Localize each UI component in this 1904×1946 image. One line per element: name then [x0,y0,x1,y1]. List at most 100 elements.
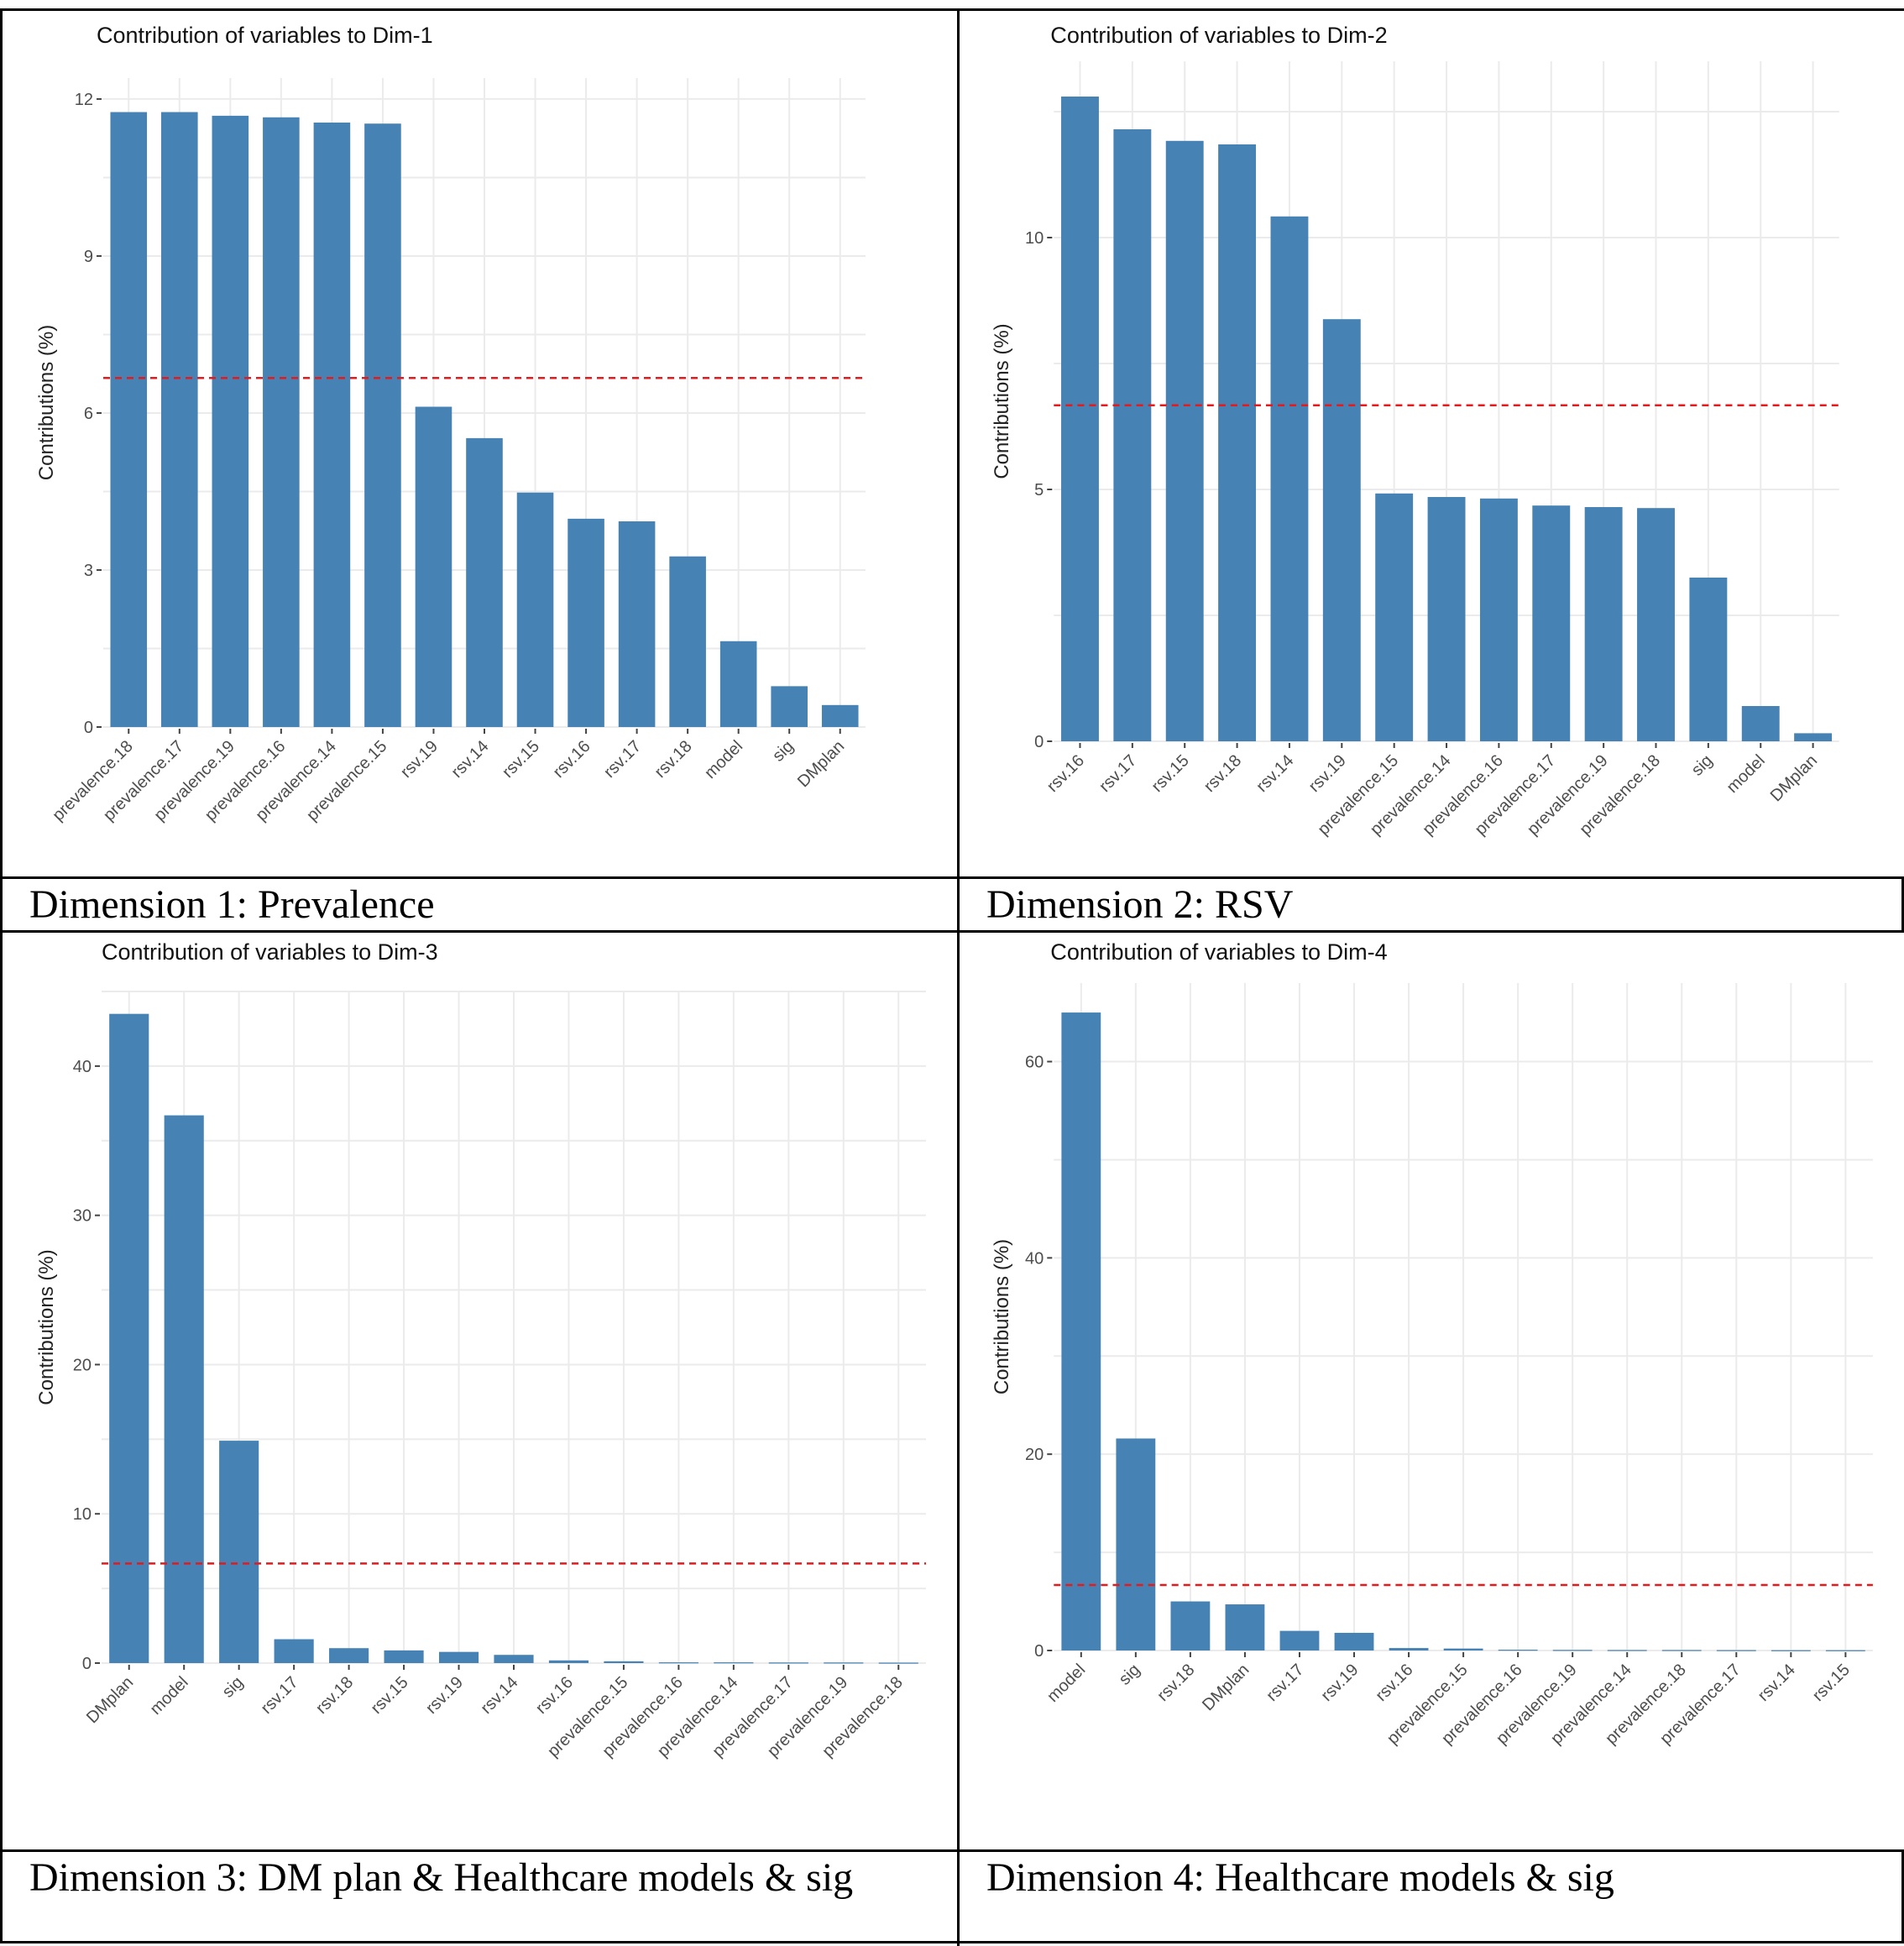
y-tick-label: 6 [84,405,93,423]
chart-title: Contribution of variables to Dim-2 [1050,23,1387,48]
x-tick-label: DMplan [1199,1661,1253,1714]
figure-grid: Contribution of variables to Dim-1 0 3 6 9 12… [0,8,1904,1946]
x-tick-label: rsv.16 [532,1673,577,1718]
bar-prevalence.16 [1479,498,1518,741]
bar-rsv.19 [415,406,452,727]
x-tick-label: rsv.18 [1153,1661,1198,1705]
x-tick-label: rsv.19 [1305,751,1350,796]
x-tick-label: rsv.16 [550,737,594,782]
bar-prevalence.18 [110,112,148,728]
bar-prevalence.19 [212,115,249,727]
x-tick-label: rsv.18 [312,1673,357,1718]
bar-prevalence.18 [878,1662,918,1664]
x-tick-label: DMplan [83,1673,137,1727]
chart-panel-dim-1: Contribution of variables to Dim-1 0 3 6 9 12… [3,11,960,879]
bar-sig [1689,578,1728,741]
caption-dim-4: Dimension 4: Healthcare models & sig [986,1855,1614,1900]
bar-model [719,641,757,727]
bar-rsv.14 [1771,1650,1811,1651]
bar-rsv.18 [669,556,706,727]
chart-dim-3: Contribution of variables to Dim-3 0 10 20 3… [35,939,926,1760]
x-tick-label: rsv.15 [1809,1661,1854,1705]
y-axis-title: Contributions (%) [991,1239,1013,1394]
x-tick-label: rsv.14 [1755,1661,1799,1705]
bar-rsv.15 [1825,1650,1865,1651]
x-tick-label: model [147,1673,192,1718]
chart-panel-dim-3: Contribution of variables to Dim-3 0 10 20 3… [3,933,960,1852]
caption-dim-1: Dimension 1: Prevalence [3,879,960,933]
bar-rsv.17 [1113,129,1152,741]
bar-rsv.14 [1270,216,1309,741]
bar-rsv.16 [548,1660,589,1663]
bar-sig [219,1441,259,1663]
caption-dim-2: Dimension 2: RSV [960,879,1904,933]
x-tick-label: rsv.14 [1253,751,1297,796]
bar-rsv.19 [438,1651,479,1663]
bar-rsv.17 [1279,1630,1320,1650]
x-tick-label: rsv.17 [600,737,645,782]
x-tick-label: rsv.19 [1317,1661,1362,1705]
y-tick-label: 5 [1034,481,1044,500]
bar-prevalence.16 [658,1662,698,1664]
bar-prevalence.17 [1532,505,1571,741]
x-tick-label: rsv.15 [499,737,543,782]
caption-dim-3: Dimension 3: DM plan & Healthcare models… [3,1852,960,1946]
bar-model [164,1115,204,1663]
y-tick-label: 20 [1025,1446,1044,1464]
bar-rsv.19 [1322,319,1361,741]
y-tick-label: 0 [82,1655,92,1673]
bar-prevalence.17 [1716,1650,1756,1651]
bar-model [1061,1012,1101,1650]
x-tick-label: DMplan [1767,751,1821,805]
bar-DMplan [1794,733,1833,741]
bar-rsv.17 [274,1639,314,1663]
chart-title: Contribution of variables to Dim-1 [97,23,433,48]
bar-rsv.16 [568,518,604,727]
bar-rsv.15 [1165,140,1204,742]
chart-dim-2: Contribution of variables to Dim-2 0 5 10 Co… [991,23,1839,839]
bar-rsv.14 [466,437,503,727]
bar-rsv.18 [1170,1601,1211,1650]
x-tick-label: model [1724,751,1769,797]
x-tick-label: rsv.14 [478,1673,522,1718]
chart-panel-dim-4: Contribution of variables to Dim-4 0 20 40 6… [960,933,1904,1852]
bar-prevalence.19 [1584,507,1623,741]
y-tick-label: 30 [73,1207,92,1226]
x-tick-label: rsv.19 [397,737,442,782]
chart-dim-4: Contribution of variables to Dim-4 0 20 40 6… [991,939,1873,1748]
chart-panel-dim-2: Contribution of variables to Dim-2 0 5 10 Co… [960,11,1904,879]
x-tick-label: sig [219,1673,248,1702]
x-tick-label: rsv.15 [368,1673,412,1718]
y-tick-label: 10 [1025,229,1044,248]
x-tick-label: DMplan [794,737,848,791]
x-tick-label: rsv.17 [258,1673,302,1718]
x-tick-label: rsv.19 [422,1673,467,1718]
x-tick-label: rsv.14 [448,737,493,782]
y-axis-title: Contributions (%) [991,323,1013,479]
bar-DMplan [1225,1604,1265,1650]
x-tick-label: rsv.17 [1263,1661,1307,1705]
y-tick-label: 12 [75,91,93,109]
bar-rsv.16 [1389,1648,1429,1650]
bar-DMplan [821,704,859,727]
bar-prevalence.19 [824,1662,864,1664]
bar-rsv.18 [1218,144,1257,741]
bar-sig [1116,1438,1156,1650]
x-tick-label: rsv.15 [1148,751,1193,796]
y-tick-label: 0 [1034,1642,1044,1661]
x-tick-label: rsv.18 [1200,751,1245,796]
chart-title: Contribution of variables to Dim-4 [1050,939,1387,965]
bar-prevalence.17 [161,112,198,728]
bar-prevalence.14 [313,122,351,727]
y-tick-label: 3 [84,562,93,580]
bar-prevalence.18 [1637,508,1675,741]
y-tick-label: 40 [1025,1249,1044,1268]
x-tick-label: rsv.17 [1096,751,1140,796]
y-axis-title: Contributions (%) [35,1249,58,1405]
y-tick-label: 10 [73,1505,92,1524]
bar-DMplan [109,1013,149,1663]
y-tick-label: 0 [84,719,93,737]
bar-prevalence.17 [768,1662,808,1664]
bar-rsv.16 [1061,97,1099,741]
x-tick-label: sig [1688,751,1717,780]
